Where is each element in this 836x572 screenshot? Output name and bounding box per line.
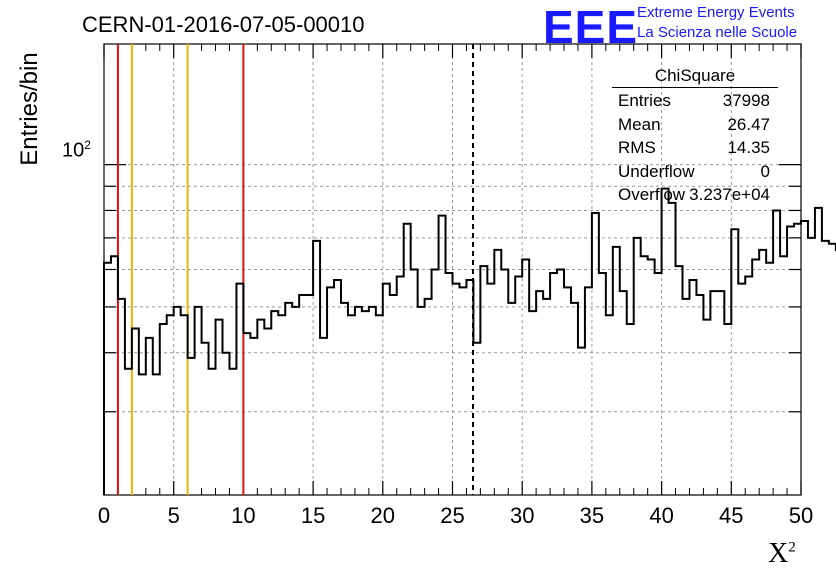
stats-value: 0 — [760, 161, 770, 181]
y-tick-label: 102 — [62, 138, 91, 162]
x-tick-label: 45 — [719, 503, 743, 528]
stats-row-rms: RMS 14.35 — [612, 136, 778, 160]
logo-line-2: La Scienza nelle Scuole — [637, 24, 798, 41]
x-tick-label: 30 — [510, 503, 534, 528]
stats-key: Mean — [618, 114, 661, 134]
stats-row-underflow: Underflow 0 — [612, 160, 778, 184]
stats-key: RMS — [618, 138, 656, 157]
stats-value: 3.237e+04 — [689, 185, 770, 204]
stats-value: 26.47 — [727, 114, 770, 134]
x-tick-label: 10 — [231, 503, 255, 528]
x-tick-label: 50 — [789, 503, 813, 528]
stats-box: ChiSquare Entries 37998 Mean 26.47 RMS 1… — [612, 66, 778, 207]
x-axis-label: X2 — [768, 538, 796, 569]
logo-line-1: Extreme Energy Events — [637, 4, 795, 21]
stats-row-entries: Entries 37998 — [612, 89, 778, 113]
x-tick-label: 15 — [301, 503, 325, 528]
stats-key: Entries — [618, 91, 671, 110]
x-tick-label: 5 — [168, 503, 180, 528]
stats-value: 37998 — [722, 91, 770, 110]
stats-row-overflow: Overflow 3.237e+04 — [612, 183, 778, 207]
stats-value: 14.35 — [727, 138, 770, 157]
x-tick-label: 0 — [98, 503, 110, 528]
x-tick-label: 20 — [371, 503, 395, 528]
eee-logo: EEE — [543, 1, 639, 53]
y-axis-label: Entries/bin — [16, 52, 43, 166]
histogram-line — [103, 187, 836, 495]
x-tick-label: 35 — [580, 503, 604, 528]
stats-row-mean: Mean 26.47 — [612, 113, 778, 137]
stats-title: ChiSquare — [612, 66, 778, 88]
stats-key: Overflow — [618, 185, 686, 204]
chart-title: CERN-01-2016-07-05-00010 — [82, 12, 365, 37]
stats-key: Underflow — [618, 161, 695, 181]
x-tick-label: 25 — [440, 503, 464, 528]
x-tick-label: 40 — [649, 503, 673, 528]
